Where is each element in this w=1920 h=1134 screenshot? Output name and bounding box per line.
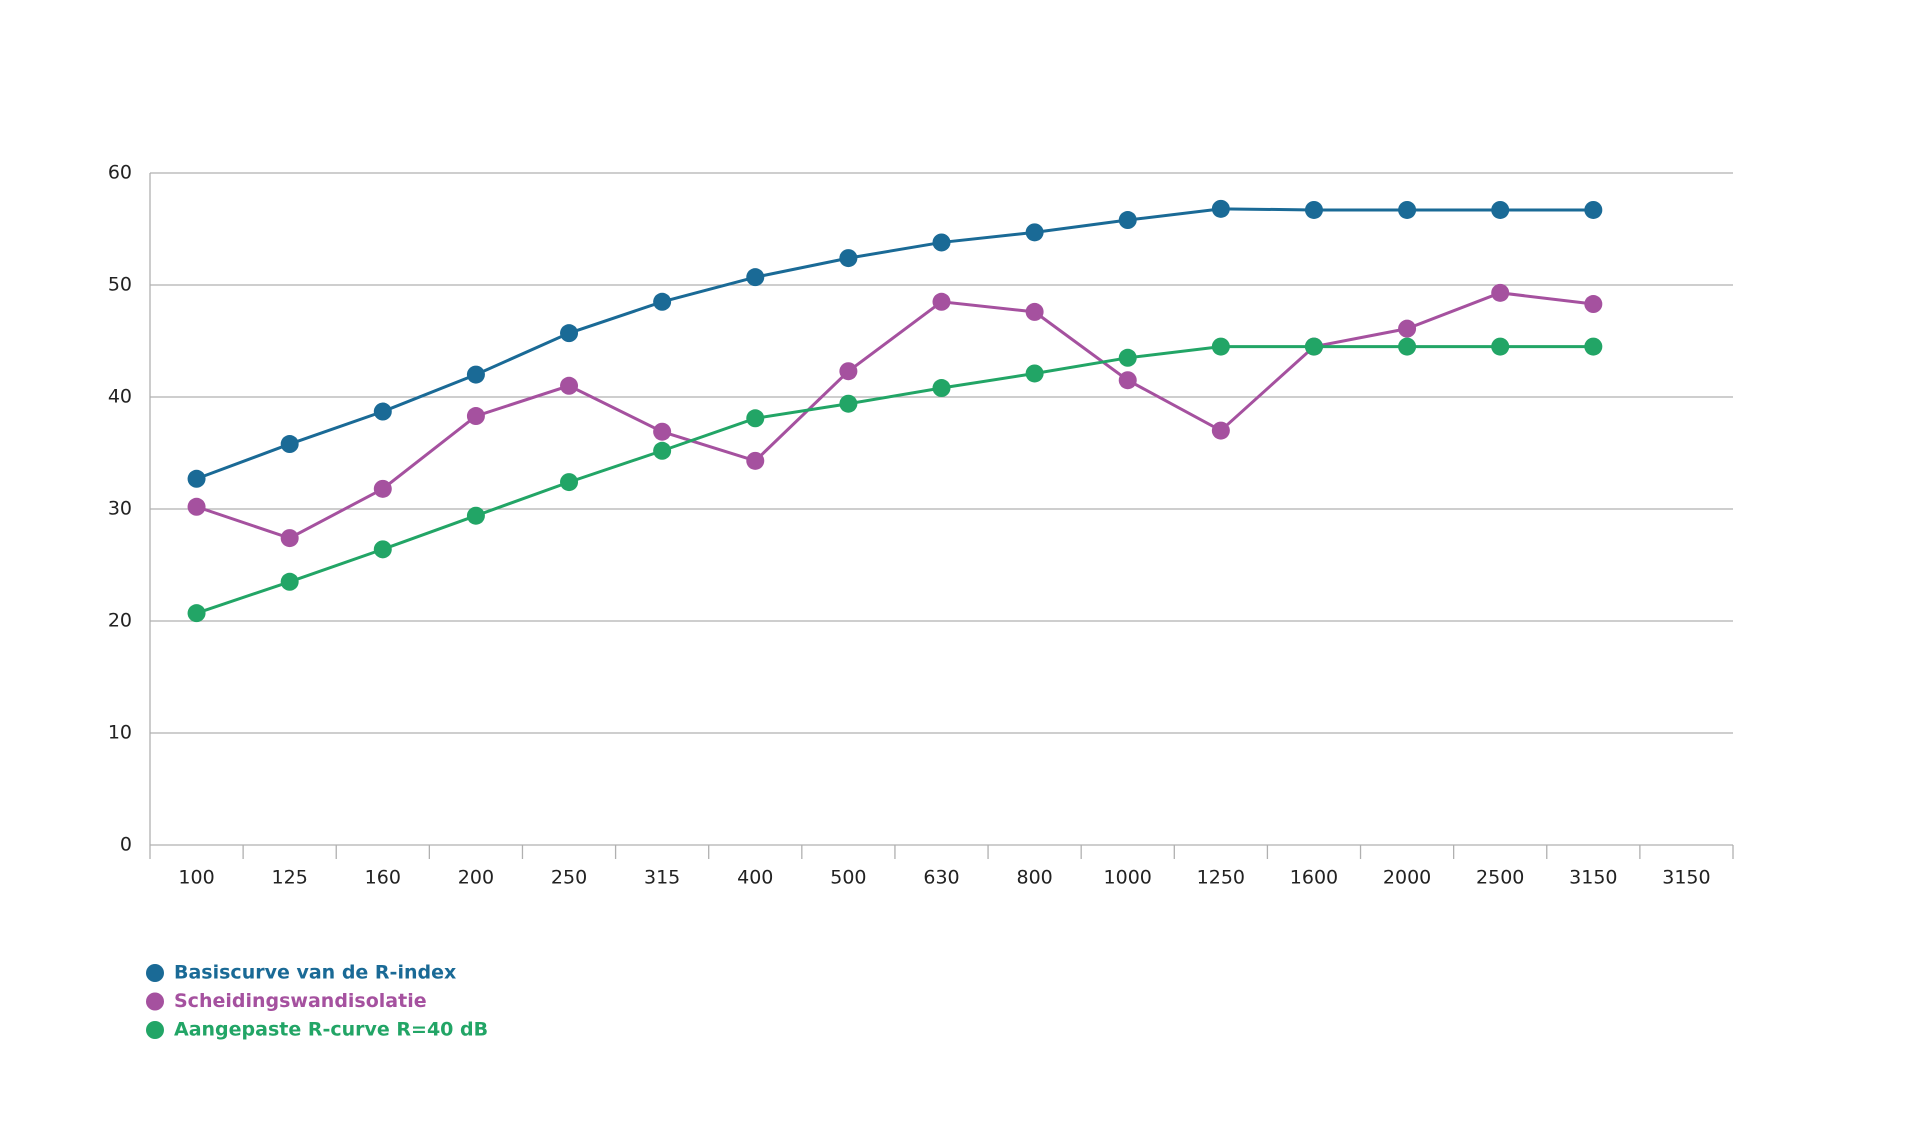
data-point [560,376,579,395]
data-point [653,422,672,441]
data-point [1398,200,1417,219]
data-point [1491,200,1510,219]
x-tick-label: 315 [644,867,680,889]
data-point [839,362,858,381]
legend-marker [146,964,164,982]
x-tick-label: 1000 [1104,867,1152,889]
x-tick-label: 630 [923,867,959,889]
data-point [560,473,579,492]
data-point [746,451,765,470]
data-point [560,324,579,343]
data-point [839,394,858,413]
x-tick-label: 400 [737,867,773,889]
x-tick-label: 1600 [1290,867,1338,889]
data-point [1025,302,1044,321]
legend-label: Aangepaste R-curve R=40 dB [174,1019,488,1041]
data-point [466,365,485,384]
x-tick-label: 800 [1016,867,1052,889]
data-point [187,604,206,623]
series-line [196,345,1594,615]
x-tick-label: 200 [458,867,494,889]
data-point [1025,223,1044,242]
data-point [1584,295,1603,314]
data-point [373,479,392,498]
data-point [280,529,299,548]
series-line [196,207,1594,481]
x-tick-label: 2000 [1383,867,1431,889]
data-point [1118,348,1137,367]
data-point [373,402,392,421]
data-point [1491,283,1510,302]
x-tick-label: 500 [830,867,866,889]
data-point [466,506,485,525]
x-tick-label: 3150 [1569,867,1617,889]
x-tick-label: 3150 [1662,867,1710,889]
data-point [932,379,951,398]
x-tick-label: 1250 [1197,867,1245,889]
x-tick-label: 250 [551,867,587,889]
x-tick-label: 2500 [1476,867,1524,889]
data-point [1584,200,1603,219]
data-point [932,292,951,311]
data-point [1398,319,1417,338]
data-point [187,469,206,488]
data-point [1398,337,1417,356]
y-tick-label: 30 [108,498,132,520]
data-point [746,268,765,287]
data-point [280,572,299,591]
y-tick-label: 60 [108,162,132,184]
y-tick-label: 50 [108,274,132,296]
data-point [653,441,672,460]
data-point [839,249,858,268]
x-tick-label: 160 [365,867,401,889]
y-tick-label: 40 [108,386,132,408]
data-point [1211,337,1230,356]
data-point [1304,200,1323,219]
series-line [196,291,1594,540]
y-tick-label: 0 [120,834,132,856]
data-point [1025,364,1044,383]
data-point [1118,371,1137,390]
data-point [746,409,765,428]
data-point [1211,421,1230,440]
legend-marker [146,1021,164,1039]
data-point [1118,211,1137,230]
x-tick-label: 100 [178,867,214,889]
data-point [932,233,951,252]
y-tick-label: 20 [108,610,132,632]
y-tick-label: 10 [108,722,132,744]
data-point [466,407,485,426]
legend-label: Scheidingswandisolatie [174,990,427,1012]
data-point [1584,337,1603,356]
data-point [1211,199,1230,218]
data-point [280,435,299,454]
data-point [653,292,672,311]
legend-marker [146,992,164,1011]
data-point [373,540,392,559]
x-tick-label: 125 [272,867,308,889]
data-point [1491,337,1510,356]
legend-label: Basiscurve van de R-index [174,962,456,984]
data-point [1304,337,1323,356]
data-point [187,497,206,516]
